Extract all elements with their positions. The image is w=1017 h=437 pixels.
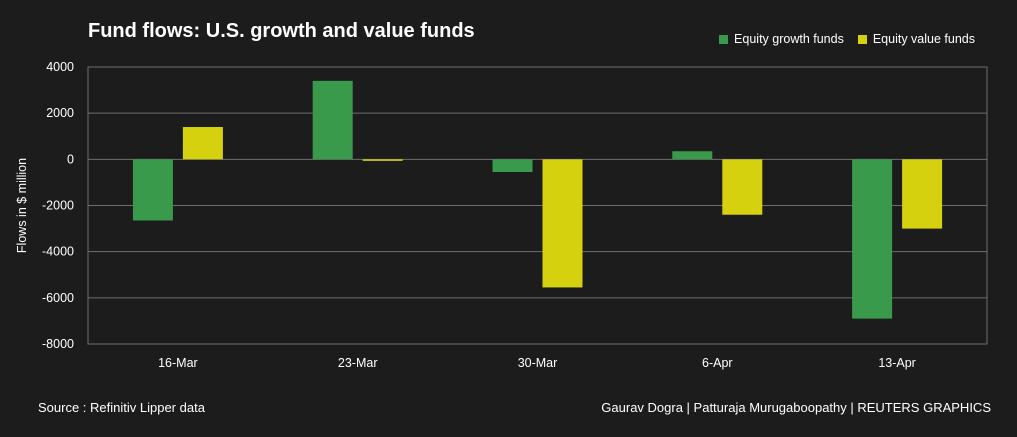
y-tick-label: -6000 <box>42 291 74 305</box>
bar-growth-13-Apr <box>852 159 893 319</box>
legend-item-growth: Equity growth funds <box>719 32 844 46</box>
bar-growth-23-Mar <box>312 80 353 160</box>
bar-value-16-Mar <box>182 127 223 160</box>
x-tick-label: 13-Apr <box>878 356 916 370</box>
legend-label-growth: Equity growth funds <box>734 32 844 46</box>
bar-growth-16-Mar <box>132 159 173 221</box>
axis-layer: 4000 2000 0 -2000 -4000 -6000 -8000 Flows in $ … <box>15 60 916 370</box>
x-tick-label: 30-Mar <box>518 356 558 370</box>
y-axis-title: Flows in $ million <box>15 158 29 253</box>
y-tick-label: -2000 <box>42 199 74 213</box>
legend-label-value: Equity value funds <box>872 32 975 46</box>
credit-line: Gaurav Dogra | Patturaja Murugaboopathy … <box>601 400 991 415</box>
grid-layer <box>87 66 988 345</box>
legend: Equity growth funds Equity value funds <box>719 32 975 46</box>
y-tick-label: 2000 <box>46 106 74 120</box>
bar-value-30-Mar <box>542 159 583 288</box>
legend-swatch-growth <box>719 34 729 44</box>
legend-swatch-value <box>857 34 867 44</box>
source-note: Source : Refinitiv Lipper data <box>38 400 205 415</box>
y-tick-label: -4000 <box>42 245 74 259</box>
x-tick-label: 16-Mar <box>158 356 198 370</box>
legend-item-value: Equity value funds <box>857 32 975 46</box>
bar-layer <box>132 80 943 319</box>
bar-growth-30-Mar <box>492 159 533 173</box>
y-tick-label: 4000 <box>46 60 74 74</box>
y-tick-label: 0 <box>67 152 74 166</box>
bar-value-6-Apr <box>722 159 763 215</box>
chart-title: Fund flows: U.S. growth and value funds <box>88 20 475 42</box>
bar-value-23-Mar <box>362 159 403 161</box>
bar-growth-6-Apr <box>672 151 713 160</box>
bar-value-13-Apr <box>902 159 943 229</box>
x-tick-label: 23-Mar <box>338 356 378 370</box>
y-tick-label: -8000 <box>42 337 74 351</box>
x-tick-label: 6-Apr <box>702 356 733 370</box>
